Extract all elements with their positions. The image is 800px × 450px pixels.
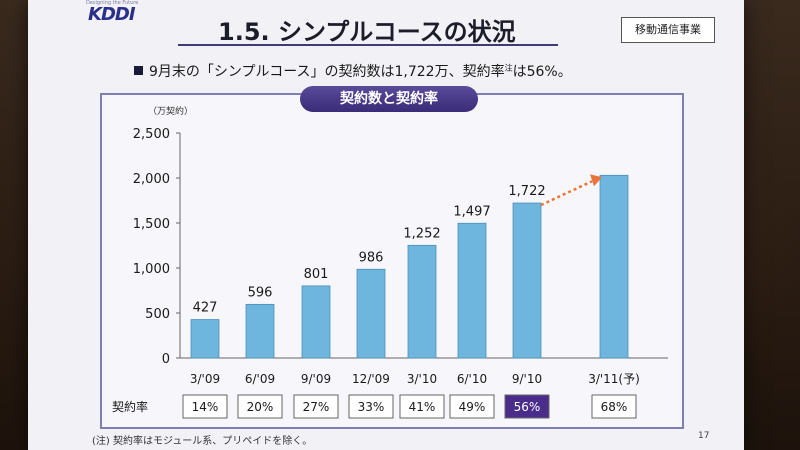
summary-post: は56%。 <box>512 64 572 80</box>
rate-box <box>449 394 495 419</box>
chart-title: 契約数と契約率 <box>300 86 478 112</box>
bar-6 <box>457 222 487 359</box>
x-tick-label: 6/'09 <box>245 372 275 386</box>
x-tick-label: 3/'11(予) <box>588 372 640 386</box>
bar-value-label: 1,497 <box>453 204 490 219</box>
bar-1 <box>190 319 220 359</box>
rate-box <box>504 394 550 419</box>
bar-value-label: 596 <box>248 285 273 300</box>
bar-2 <box>245 303 275 359</box>
department-label: 移動通信事業 <box>621 17 715 43</box>
bar-8 <box>599 174 629 359</box>
x-tick-label: 12/'09 <box>352 372 390 386</box>
rate-box <box>293 394 339 419</box>
y-tick-label: 1,500 <box>133 217 170 232</box>
rate-value: 68% <box>601 400 628 414</box>
bar-value-label: 427 <box>193 301 218 316</box>
slide-title: 1.5. シンプルコースの状況 <box>218 18 516 46</box>
bar-4 <box>356 268 386 359</box>
bar-7 <box>512 202 542 359</box>
bar-3 <box>301 285 331 359</box>
rate-box <box>348 394 394 419</box>
bar-5 <box>407 244 437 359</box>
bar-value-label: 986 <box>359 250 384 265</box>
rate-value: 33% <box>358 400 385 414</box>
logo-tagline: Designing the Future <box>86 0 139 6</box>
logo-text: KDDI <box>88 4 136 25</box>
summary-text: 9月末の「シンプルコース」の契約数は1,722万、契約率注は56%。 <box>134 61 572 81</box>
rate-value: 20% <box>247 400 274 414</box>
y-tick-label: 0 <box>162 352 170 367</box>
rate-value: 56% <box>514 400 541 414</box>
y-axis-unit-label: （万契約） <box>148 105 193 117</box>
rate-box <box>399 394 445 419</box>
rate-value: 14% <box>192 400 219 414</box>
rate-box <box>591 394 637 419</box>
rate-box <box>237 394 283 419</box>
rate-box <box>182 394 228 419</box>
page-number: 17 <box>698 431 710 441</box>
summary-pre: 9月末の「シンプルコース」の契約数は1,722万、契約率 <box>149 64 505 80</box>
bar-value-label: 801 <box>304 267 329 282</box>
kddi-logo: Designing the Future KDDI <box>84 0 174 30</box>
rate-value: 41% <box>409 400 436 414</box>
bar-value-label: 1,722 <box>508 184 545 199</box>
y-tick-label: 2,000 <box>133 172 170 187</box>
x-tick-label: 9/'10 <box>512 372 542 386</box>
rate-value: 27% <box>303 400 330 414</box>
trend-arrow-head <box>590 174 602 187</box>
x-tick-label: 3/'10 <box>407 372 437 386</box>
y-tick-label: 2,500 <box>133 127 170 142</box>
summary-note-mark: 注 <box>504 63 513 73</box>
rate-row-label: 契約率 <box>112 399 148 414</box>
bar-value-label: 1,252 <box>403 226 440 241</box>
title-underline <box>178 44 558 46</box>
rate-value: 49% <box>459 400 486 414</box>
x-tick-label: 3/'09 <box>190 372 220 386</box>
y-tick-label: 1,000 <box>133 262 170 277</box>
trend-arrow-line <box>540 180 593 207</box>
x-tick-label: 9/'09 <box>301 372 331 386</box>
y-tick-label: 500 <box>145 307 170 322</box>
footnote: (注) 契約率はモジュール系、プリペイドを除く。 <box>92 436 313 447</box>
bullet-icon <box>134 66 143 75</box>
x-tick-label: 6/'10 <box>457 372 487 386</box>
